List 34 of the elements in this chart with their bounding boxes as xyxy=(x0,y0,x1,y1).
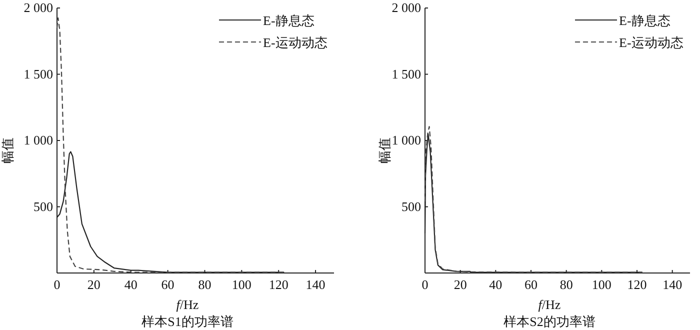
x-tick-label: 80 xyxy=(560,277,573,292)
x-axis-title: f/Hz xyxy=(176,297,199,312)
x-tick-label: 0 xyxy=(54,277,60,292)
x-tick-label: 60 xyxy=(161,277,174,292)
x-tick-label: 20 xyxy=(87,277,100,292)
text: 样本S2的功率谱 xyxy=(504,314,596,329)
x-axis-title: f/Hz xyxy=(538,297,561,312)
x-tick-label: 80 xyxy=(198,277,212,292)
x-tick-label: 140 xyxy=(306,277,326,292)
y-axis-title: 幅值 xyxy=(0,138,15,164)
y-tick-label: 1 500 xyxy=(392,66,421,82)
legend-label: E-静息态 xyxy=(263,13,314,28)
y-tick-label: 1 000 xyxy=(392,132,421,148)
y-tick-label: 1 000 xyxy=(24,132,53,148)
y-tick-label: 500 xyxy=(402,198,421,214)
x-tick-label: 60 xyxy=(524,277,538,292)
x-tick-label: 100 xyxy=(232,277,252,292)
x-tick-label: 120 xyxy=(268,277,288,292)
x-tick-label: 140 xyxy=(662,277,682,292)
legend-label: E-运动动态 xyxy=(619,35,684,50)
legend-label: E-运动动态 xyxy=(263,35,328,50)
y-tick-label: 2 000 xyxy=(24,0,53,15)
y-tick-label: 1 500 xyxy=(24,66,53,82)
x-tick-label: 100 xyxy=(592,277,612,292)
text: 样本S1的功率谱 xyxy=(142,314,234,329)
x-tick-label: 0 xyxy=(422,277,428,292)
y-tick-label: 500 xyxy=(34,198,53,214)
y-tick-label: 2 000 xyxy=(392,0,421,15)
legend-label: E-静息态 xyxy=(619,13,670,28)
y-axis-title: 幅值 xyxy=(377,138,392,164)
x-tick-label: 20 xyxy=(454,277,467,292)
x-tick-label: 120 xyxy=(627,277,647,292)
x-tick-label: 40 xyxy=(124,277,138,292)
x-tick-label: 40 xyxy=(489,277,502,292)
